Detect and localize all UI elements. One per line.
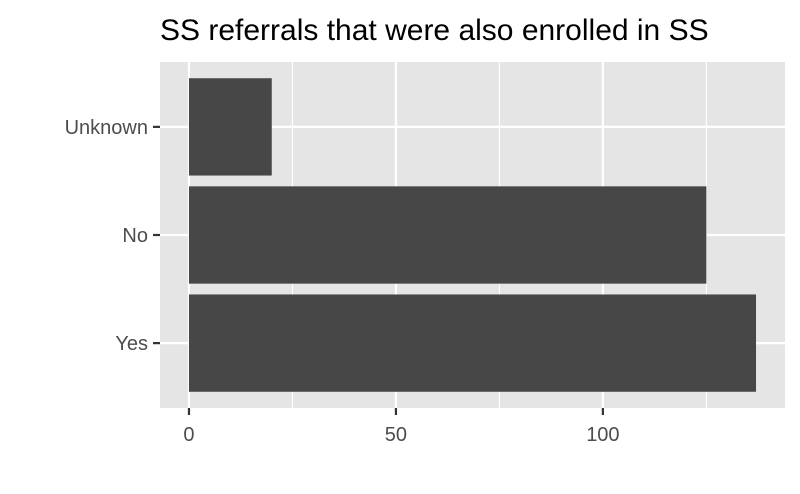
y-tick-label: Unknown — [65, 117, 148, 139]
bars — [188, 78, 757, 392]
bar-unknown — [188, 78, 272, 176]
x-tick-label: 50 — [385, 424, 407, 446]
chart-title: SS referrals that were also enrolled in … — [160, 14, 709, 47]
bar-yes — [188, 294, 757, 392]
axes: Yes No Unknown 0 50 100 — [65, 117, 620, 446]
x-tick-label: 100 — [586, 424, 619, 446]
y-tick-label: Yes — [115, 333, 148, 355]
x-tick-label: 0 — [183, 424, 194, 446]
bar-no — [188, 186, 707, 284]
y-tick-label: No — [122, 225, 148, 247]
